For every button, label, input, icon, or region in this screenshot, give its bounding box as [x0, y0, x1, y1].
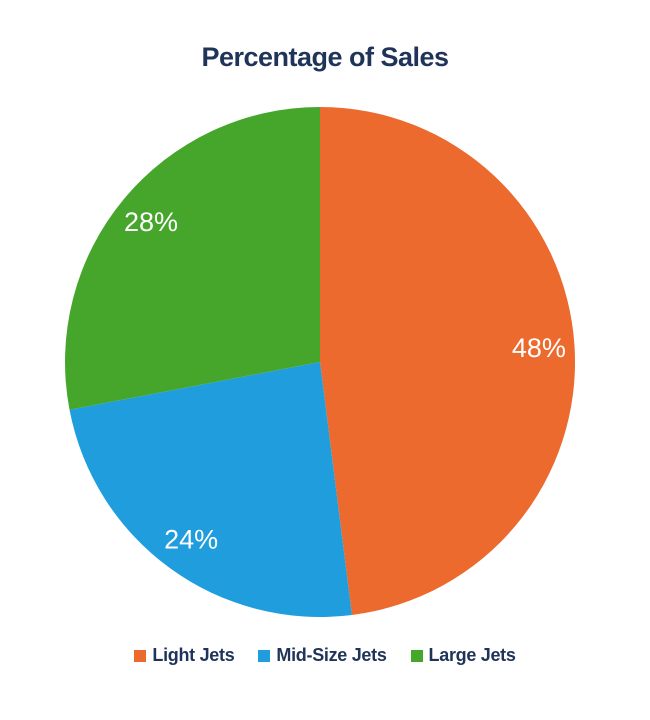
- legend-swatch-mid-size-jets: [258, 649, 271, 662]
- legend: Light Jets Mid-Size Jets Large Jets: [0, 645, 650, 666]
- legend-item-large-jets: Large Jets: [410, 645, 516, 666]
- data-label-large-jets: 28%: [124, 207, 178, 237]
- data-label-mid-size-jets: 24%: [164, 524, 218, 554]
- legend-swatch-light-jets: [134, 649, 147, 662]
- pie-slice-light-jets: [320, 107, 576, 615]
- chart-title: Percentage of Sales: [201, 42, 449, 72]
- data-label-light-jets: 48%: [512, 333, 566, 363]
- legend-swatch-large-jets: [410, 649, 423, 662]
- pie-slice-large-jets: [65, 107, 321, 410]
- legend-item-mid-size-jets: Mid-Size Jets: [258, 645, 387, 666]
- legend-label-large-jets: Large Jets: [428, 645, 516, 665]
- legend-label-mid-size-jets: Mid-Size Jets: [276, 645, 387, 665]
- pie-slice-mid-size-jets: [69, 362, 352, 618]
- legend-label-light-jets: Light Jets: [152, 645, 235, 665]
- legend-item-light-jets: Light Jets: [134, 645, 235, 666]
- pie-slices-group: 48% 24% 28%: [65, 107, 576, 618]
